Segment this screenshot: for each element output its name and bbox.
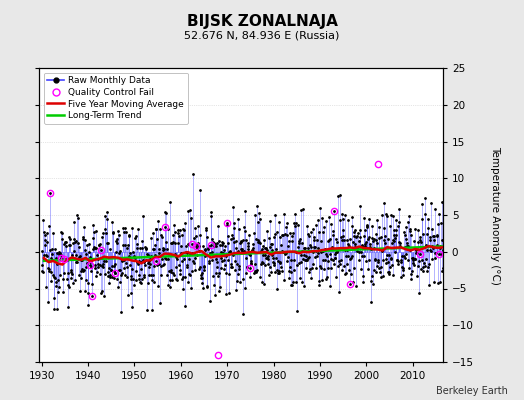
Text: BIJSK ZONALNAJA: BIJSK ZONALNAJA	[187, 14, 337, 29]
Text: Berkeley Earth: Berkeley Earth	[436, 386, 508, 396]
Y-axis label: Temperature Anomaly (°C): Temperature Anomaly (°C)	[490, 146, 500, 284]
Legend: Raw Monthly Data, Quality Control Fail, Five Year Moving Average, Long-Term Tren: Raw Monthly Data, Quality Control Fail, …	[44, 72, 188, 124]
Text: 52.676 N, 84.936 E (Russia): 52.676 N, 84.936 E (Russia)	[184, 30, 340, 40]
